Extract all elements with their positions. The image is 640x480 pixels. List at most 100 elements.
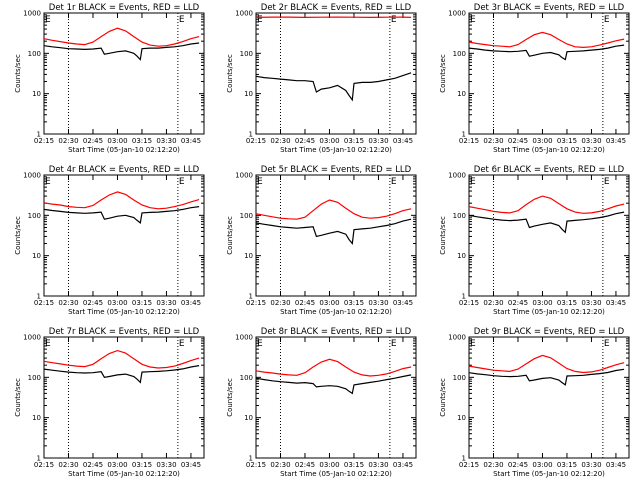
plot-frame [43,12,205,135]
x-tick-label: 03:45 [393,461,413,469]
x-tick-label: 03:30 [368,137,388,145]
y-tick-label: 1 [37,131,41,139]
y-tick-label: 10 [457,252,466,260]
event-marker: E [470,177,476,187]
lld-rate-line [255,199,412,220]
y-tick-label: 100 [28,50,41,58]
x-tick-label: 03:45 [181,461,201,469]
x-tick-label: 03:45 [606,137,626,145]
x-tick-label: 02:30 [483,461,503,469]
y-tick-label: 100 [240,374,253,382]
events-rate-line [43,42,200,61]
x-tick-label: 03:30 [156,461,176,469]
x-tick-label: 02:15 [34,299,54,307]
y-axis-label: Counts/sec [226,54,234,93]
x-axis-label: Start Time (05-Jan-10 02:12:20) [280,146,392,154]
x-tick-label: 03:30 [581,137,601,145]
x-tick-label: 03:45 [181,299,201,307]
x-tick-label: 03:00 [319,137,339,145]
chart-panel-7: Det 7r BLACK = Events, RED = LLD 1 10 100 10… [14,327,205,478]
plot-frame [255,174,417,297]
lld-rate-line [468,195,625,214]
event-marker: E [45,177,51,187]
plot-frame [43,336,205,459]
lld-rate-line [43,27,200,47]
x-tick-label: 02:15 [246,299,266,307]
x-tick-label: 02:30 [483,137,503,145]
y-tick-label: 1000 [448,172,466,180]
event-marker: E [470,339,476,349]
chart-panel-6: Det 6r BLACK = Events, RED = LLD 1 10 100 10… [439,165,630,316]
events-rate-line [255,218,412,245]
lld-rate-line [43,191,200,210]
y-tick-label: 1000 [23,334,41,342]
x-axis-label: Start Time (05-Jan-10 02:12:20) [68,470,180,478]
y-axis-label: Counts/sec [439,54,447,93]
x-tick-label: 02:30 [58,137,78,145]
y-tick-label: 1000 [23,10,41,18]
lld-rate-line [43,349,200,369]
x-tick-label: 03:00 [107,299,127,307]
x-tick-label: 03:15 [557,137,577,145]
x-axis-label: Start Time (05-Jan-10 02:12:20) [68,146,180,154]
x-tick-label: 03:45 [606,461,626,469]
event-marker: E [257,339,263,349]
y-tick-label: 10 [457,90,466,98]
y-tick-label: 1 [249,293,253,301]
y-tick-label: 1000 [235,334,253,342]
y-tick-label: 10 [244,414,253,422]
events-rate-line [255,374,412,395]
plot-frame [468,12,630,135]
x-tick-label: 02:30 [58,299,78,307]
x-tick-label: 03:15 [132,461,152,469]
plot-frame [255,12,417,135]
plot-frame [43,174,205,297]
x-tick-label: 03:00 [532,137,552,145]
x-tick-label: 03:00 [532,461,552,469]
panel-title: Det 6r BLACK = Events, RED = LLD [474,165,625,175]
x-tick-label: 03:30 [368,461,388,469]
y-tick-label: 10 [32,414,41,422]
chart-panel-9: Det 9r BLACK = Events, RED = LLD 1 10 100 10… [439,327,630,478]
y-tick-label: 100 [240,212,253,220]
y-tick-label: 10 [244,252,253,260]
events-rate-line [255,72,412,102]
panel-title: Det 7r BLACK = Events, RED = LLD [49,327,200,337]
x-axis-label: Start Time (05-Jan-10 02:12:20) [280,470,392,478]
x-tick-label: 03:30 [156,137,176,145]
event-marker: E [391,15,397,25]
x-tick-label: 03:45 [606,299,626,307]
x-tick-label: 03:45 [393,299,413,307]
x-axis-label: Start Time (05-Jan-10 02:12:20) [280,308,392,316]
panel-title: Det 3r BLACK = Events, RED = LLD [474,3,625,13]
y-tick-label: 1 [462,293,466,301]
y-tick-label: 1 [249,455,253,463]
event-marker: E [604,177,610,187]
y-tick-label: 1 [37,293,41,301]
event-marker: E [179,15,185,25]
panel-title: Det 4r BLACK = Events, RED = LLD [49,165,200,175]
panel-title: Det 1r BLACK = Events, RED = LLD [49,3,200,13]
x-tick-label: 02:45 [295,299,315,307]
events-rate-line [43,206,200,224]
event-marker: E [604,15,610,25]
y-axis-label: Counts/sec [439,378,447,417]
x-tick-label: 02:15 [246,461,266,469]
y-axis-label: Counts/sec [439,216,447,255]
y-tick-label: 10 [244,90,253,98]
x-tick-label: 02:45 [508,299,528,307]
y-tick-label: 100 [240,50,253,58]
y-tick-label: 1000 [448,334,466,342]
x-tick-label: 02:15 [34,461,54,469]
plot-frame [255,336,417,459]
x-tick-label: 03:15 [132,299,152,307]
events-rate-line [43,365,200,384]
x-tick-label: 02:15 [459,461,479,469]
plot-frame [468,174,630,297]
y-axis-label: Counts/sec [226,216,234,255]
y-tick-label: 100 [28,374,41,382]
y-tick-label: 1000 [448,10,466,18]
event-marker: E [391,339,397,349]
y-tick-label: 100 [453,374,466,382]
